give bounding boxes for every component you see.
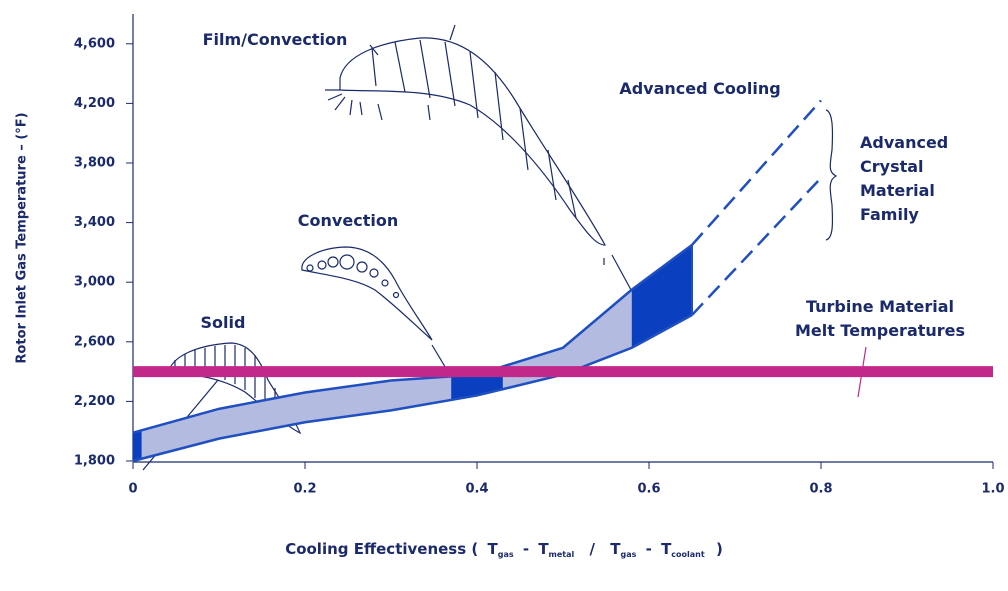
- x-tick-label: 0: [128, 482, 137, 497]
- x-label-sub: metal: [549, 550, 575, 559]
- x-label-part: /: [590, 540, 596, 558]
- annotation: Material: [860, 181, 935, 200]
- x-tick-label: 1.0: [981, 482, 1004, 497]
- y-tick-label: 2,200: [74, 394, 115, 409]
- x-tick-label: 0.4: [465, 482, 488, 497]
- x-label-part: -: [523, 540, 529, 558]
- x-tick-label: 0.2: [293, 482, 316, 497]
- x-label-sub: coolant: [671, 550, 705, 559]
- y-tick-label: 4,200: [74, 96, 115, 111]
- gap: [760, 130, 772, 155]
- x-axis-label: Cooling Effectiveness ( Tgas - Tmetal / …: [285, 540, 723, 561]
- y-tick-label: 2,600: [74, 334, 115, 349]
- annotation: Advanced Cooling: [619, 79, 780, 98]
- highlight-block: [133, 430, 142, 461]
- y-tick-label: 3,000: [74, 275, 115, 290]
- extension-line: [692, 100, 821, 245]
- brace: [826, 110, 836, 240]
- annotation: Melt Temperatures: [795, 321, 965, 340]
- y-tick-label: 3,400: [74, 215, 115, 230]
- x-tick-label: 0.8: [809, 482, 832, 497]
- x-label-sub: gas: [498, 550, 514, 559]
- y-axis-label: Rotor Inlet Gas Temperature – (°F): [15, 112, 30, 363]
- annotation: Film/Convection: [203, 30, 348, 49]
- annotation: Convection: [298, 211, 398, 230]
- x-label-part: ): [716, 540, 723, 558]
- extension-line: [692, 178, 821, 315]
- y-tick-label: 1,800: [74, 454, 115, 469]
- x-tick-label: 0.6: [637, 482, 660, 497]
- annotation: Turbine Material: [806, 297, 954, 316]
- x-label-part: Cooling Effectiveness (: [285, 540, 478, 558]
- annotation: Solid: [201, 313, 246, 332]
- x-label-part: -: [646, 540, 652, 558]
- annotation: Crystal: [860, 157, 924, 176]
- annotation: Family: [860, 205, 919, 224]
- y-tick-label: 3,800: [74, 156, 115, 171]
- chart: Rotor Inlet Gas Temperature – (°F) Cooli…: [0, 0, 1008, 586]
- annotation: Advanced: [860, 133, 948, 152]
- x-label-sub: gas: [620, 550, 636, 559]
- y-tick-label: 4,600: [74, 36, 115, 51]
